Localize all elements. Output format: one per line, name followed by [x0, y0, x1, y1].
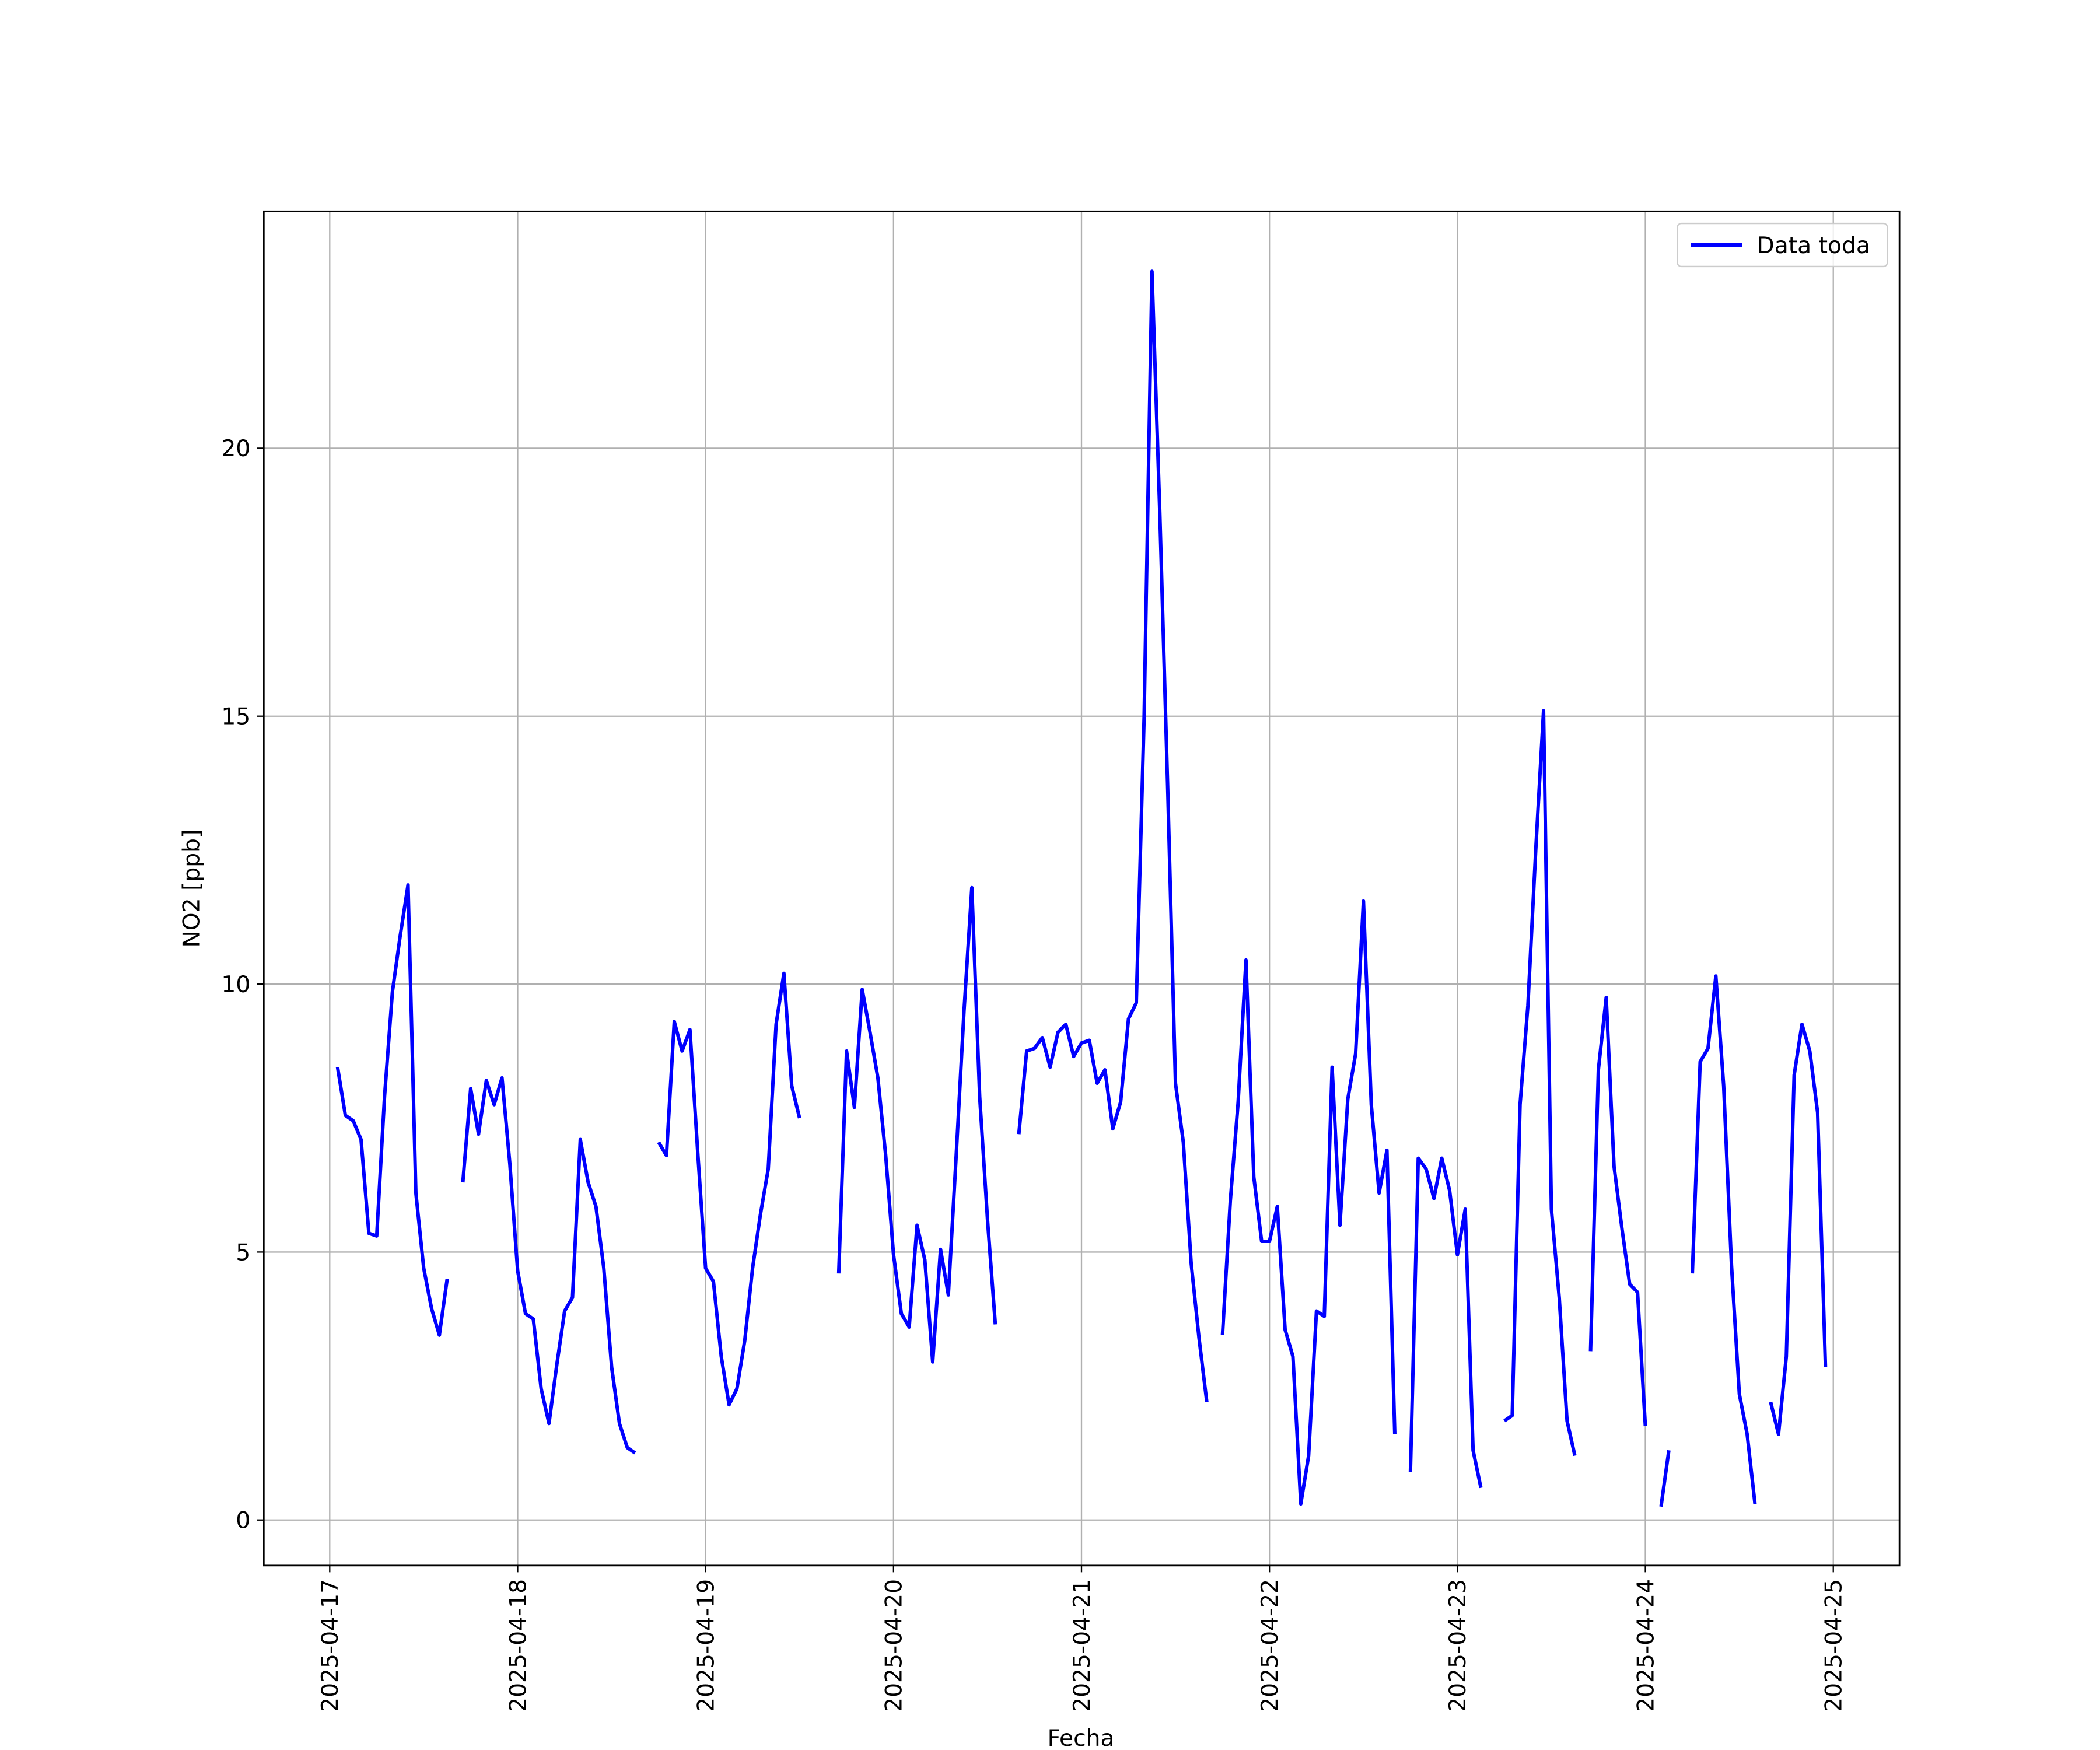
x-tick-label: 2025-04-22	[1257, 1579, 1283, 1712]
y-tick-label: 10	[221, 972, 250, 998]
legend-box	[1676, 222, 1888, 268]
x-tick-label: 2025-04-21	[1069, 1579, 1096, 1712]
x-tick-label: 2025-04-19	[693, 1579, 719, 1712]
x-axis-label: Fecha	[1048, 1726, 1115, 1750]
x-tick-label: 2025-04-23	[1445, 1579, 1471, 1712]
y-tick-label: 20	[221, 436, 250, 462]
x-tick-label: 2025-04-24	[1633, 1579, 1659, 1712]
y-axis-label: NO2 [ppb]	[179, 830, 205, 948]
y-tick-label: 0	[236, 1508, 250, 1534]
legend-label: Data toda	[1757, 233, 1870, 259]
x-tick-label: 2025-04-25	[1821, 1579, 1847, 1712]
plot-frame	[262, 210, 1901, 1567]
data-line	[335, 270, 1828, 1507]
x-tick-label: 2025-04-18	[505, 1579, 531, 1712]
x-tick-label: 2025-04-17	[317, 1579, 344, 1712]
y-tick-label: 15	[221, 704, 250, 730]
y-tick-label: 5	[236, 1240, 250, 1266]
x-tick-label: 2025-04-20	[881, 1579, 908, 1712]
